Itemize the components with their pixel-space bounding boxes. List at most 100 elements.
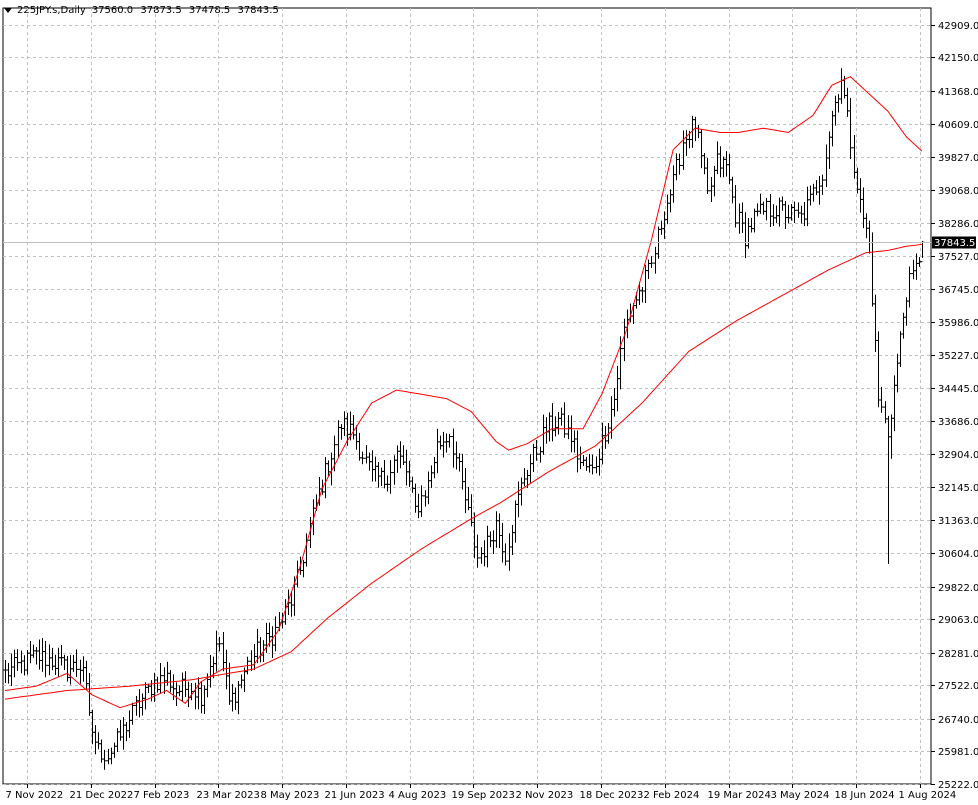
ohlc-bar: [351, 414, 356, 440]
ohlc-bar: [143, 682, 148, 710]
ohlc-bar: [84, 660, 89, 689]
ohlc-bar: [553, 416, 558, 437]
ohlc-bar: [911, 259, 916, 280]
ohlc-bar: [758, 193, 763, 214]
ohlc-bar: [556, 411, 561, 435]
ohlc-bar: [522, 468, 527, 487]
ohlc-bar: [183, 671, 188, 698]
ohlc-bar: [597, 448, 602, 476]
ohlc-bar: [342, 411, 347, 436]
current-price-badge: [932, 236, 976, 249]
ohlc-bar: [534, 439, 539, 461]
ohlc-bar: [410, 476, 415, 493]
ohlc-bar: [761, 201, 766, 215]
y-tick-label: 34445.0: [938, 384, 978, 395]
ohlc-bar: [109, 747, 114, 765]
ohlc-bar: [388, 460, 393, 494]
ohlc-bar: [528, 454, 533, 483]
ohlc-bar: [876, 331, 881, 408]
ohlc-bar: [336, 420, 341, 458]
ohlc-bar: [594, 456, 599, 474]
ohlc-bar: [780, 196, 785, 211]
ohlc-bar: [112, 742, 117, 758]
ohlc-bar: [572, 430, 577, 453]
ohlc-bars: [3, 68, 925, 770]
ohlc-bar: [702, 153, 707, 175]
ohlc-bar: [550, 403, 555, 442]
ohlc-bar: [9, 653, 14, 686]
ohlc-bar: [510, 524, 515, 556]
ohlc-bar: [40, 638, 45, 672]
ohlc-bar: [68, 655, 73, 685]
ohlc-bar: [684, 130, 689, 156]
ohlc-bar: [649, 256, 654, 268]
ohlc-bar: [737, 203, 742, 234]
ohlc-bar: [454, 441, 459, 470]
x-tick-label: 18 Jun 2024: [835, 790, 895, 801]
ohlc-bar: [96, 732, 101, 750]
ohlc-bar: [180, 672, 185, 702]
ohlc-bar: [665, 194, 670, 225]
ohlc-bar: [898, 331, 903, 368]
x-tick-label: 4 Aug 2023: [389, 790, 447, 801]
high-value: 37873.5: [140, 4, 182, 16]
y-tick-label: 39068.0: [938, 186, 978, 197]
y-tick-label: 33686.0: [938, 417, 978, 428]
ohlc-bar: [230, 684, 235, 712]
ohlc-bar: [873, 294, 878, 353]
ohlc-bar: [199, 681, 204, 714]
ohlc-bar: [258, 637, 263, 663]
ohlc-bar: [475, 534, 480, 568]
y-tick-label: 25222.0: [938, 780, 978, 791]
ohlc-bar: [659, 220, 664, 235]
y-tick-label: 26740.0: [938, 715, 978, 726]
ohlc-bar: [764, 197, 769, 221]
ohlc-bar: [811, 183, 816, 202]
ohlc-bar: [879, 387, 884, 413]
ohlc-bar: [500, 522, 505, 563]
ohlc-bar: [746, 218, 751, 249]
ohlc-bar: [901, 312, 906, 339]
x-tick-label: 7 Nov 2022: [6, 790, 64, 801]
ohlc-bar: [677, 153, 682, 175]
x-tick-label: 23 Mar 2023: [197, 790, 260, 801]
ohlc-bar: [423, 490, 428, 507]
ohlc-bar: [208, 654, 213, 688]
ohlc-bar: [705, 157, 710, 195]
symbol-label: 225JPY.s,Daily: [17, 4, 86, 16]
ohlc-bar: [724, 151, 729, 177]
ohlc-bar: [503, 543, 508, 566]
y-tick-label: 42909.0: [938, 21, 978, 32]
ohlc-bar: [457, 453, 462, 472]
ohlc-bar: [419, 485, 424, 517]
ohlc-bar: [479, 547, 484, 564]
x-tick-label: 3 May 2024: [771, 790, 830, 801]
ohlc-bar: [771, 204, 776, 226]
ohlc-bar: [3, 659, 8, 683]
y-tick-label: 29822.0: [938, 583, 978, 594]
ohlc-bar: [118, 719, 123, 741]
x-tick-label: 19 Mar 2024: [708, 790, 771, 801]
ohlc-bar: [376, 462, 381, 488]
ohlc-bar: [740, 202, 745, 233]
ohlc-bar: [62, 654, 67, 671]
ohlc-bar: [19, 650, 24, 674]
ohlc-bar: [37, 639, 42, 670]
ohlc-bar: [239, 674, 244, 689]
ohlc-bar: [6, 662, 11, 684]
ohlc-bar: [432, 456, 437, 479]
ohlc-bar: [124, 721, 129, 742]
ohlc-bar: [895, 353, 900, 393]
ohlc-bar: [43, 640, 48, 678]
moving-averages: [4, 76, 923, 709]
ohlc-bar: [121, 717, 126, 750]
ohlc-bar: [587, 453, 592, 473]
dropdown-triangle-icon[interactable]: [4, 7, 12, 13]
ohlc-bar: [839, 68, 844, 104]
ohlc-bar: [339, 424, 344, 440]
current-price-label: 37843.5: [934, 238, 975, 249]
y-tick-label: 36745.0: [938, 285, 978, 296]
ohlc-bar: [413, 483, 418, 513]
